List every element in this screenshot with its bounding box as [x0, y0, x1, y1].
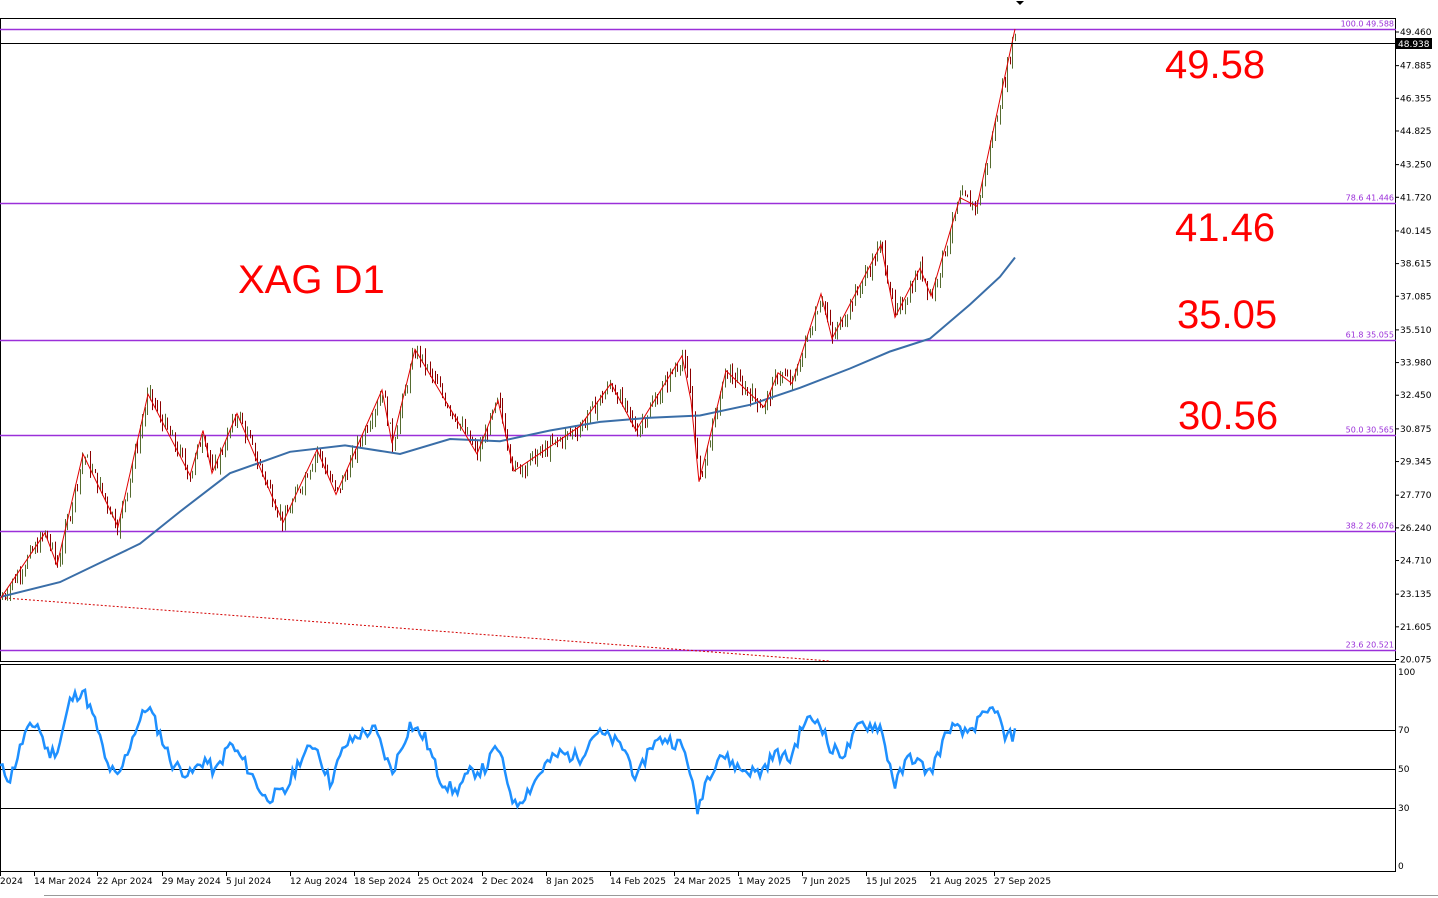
dotted-trend-line	[4, 597, 831, 662]
fib-label-2: 61.8 35.055	[1346, 331, 1394, 340]
osc-tick-bg	[1396, 802, 1410, 813]
y-tick-label: 35.510	[1400, 326, 1432, 336]
y-tick-label: 32.450	[1400, 391, 1432, 401]
x-tick-label: 25 Oct 2024	[418, 877, 474, 887]
moving-average	[0, 256, 1016, 598]
oscillator-panel: 100 70 50 30 0	[0, 668, 1415, 872]
annotation-30-56: 30.56	[1178, 394, 1278, 438]
zigzag-polyline	[0, 28, 1016, 600]
price-axis: 49.460 47.885 46.355 44.825 43.250 41.720 40.1…	[1395, 28, 1432, 666]
osc-tick-label: 50	[1398, 765, 1410, 775]
y-tick-label: 21.605	[1400, 623, 1432, 633]
x-tick-label: 27 Sep 2025	[994, 877, 1051, 887]
y-tick-label: 44.825	[1400, 127, 1432, 137]
candlesticks	[2, 33, 1016, 602]
fib-label-1: 78.6 41.446	[1346, 194, 1394, 203]
y-tick-label: 20.075	[1400, 656, 1432, 666]
last-bar-marker-icon	[1016, 1, 1024, 5]
y-tick-label: 40.145	[1400, 227, 1432, 237]
dotted-trendline	[4, 597, 831, 662]
fib-label-3: 50.0 30.565	[1346, 426, 1394, 435]
moving-average-line	[0, 256, 1016, 598]
y-tick-label: 27.770	[1400, 491, 1432, 501]
x-tick-label: 21 Aug 2025	[930, 877, 988, 887]
y-tick-label: 46.355	[1400, 94, 1432, 104]
x-tick-label: 14 Mar 2024	[34, 877, 91, 887]
oscillator-panel-frame	[0, 664, 1396, 872]
y-tick-label: 33.980	[1400, 359, 1432, 369]
x-tick-label: 8 Jan 2025	[546, 877, 594, 887]
y-tick-label: 24.710	[1400, 557, 1432, 567]
osc-tick-label: 100	[1398, 668, 1415, 678]
x-tick-label: 29 May 2024	[162, 877, 221, 887]
y-tick-label: 49.460	[1400, 28, 1432, 38]
x-tick-label: 7 Jun 2025	[802, 877, 850, 887]
oscillator-line	[0, 687, 1017, 815]
y-tick-label: 37.085	[1400, 292, 1432, 302]
fib-label-4: 38.2 26.076	[1346, 522, 1394, 531]
osc-tick-label: 0	[1398, 862, 1404, 872]
time-axis: 2024 14 Mar 2024 22 Apr 2024 29 May 2024 5 J…	[0, 872, 1051, 887]
current-price-box	[1396, 38, 1432, 49]
y-tick-label: 43.250	[1400, 161, 1432, 171]
x-tick-label: 2 Dec 2024	[482, 877, 534, 887]
y-tick-label: 30.875	[1400, 425, 1432, 435]
annotation-35-05: 35.05	[1177, 293, 1277, 337]
current-price-label: 48.938	[1398, 40, 1430, 50]
osc-tick-label: 70	[1398, 726, 1410, 736]
y-tick-label: 23.135	[1400, 590, 1432, 600]
x-tick-label: 1 May 2025	[738, 877, 791, 887]
fibonacci-levels: 100.0 49.588 78.6 41.446 61.8 35.055 50.0 3…	[0, 20, 1396, 652]
y-tick-label: 47.885	[1400, 62, 1432, 72]
x-tick-label: 15 Jul 2025	[866, 877, 917, 887]
x-tick-label: 2024	[0, 877, 23, 887]
annotation-41-46: 41.46	[1175, 206, 1275, 250]
osc-tick-bg	[1396, 764, 1410, 774]
fib-label-0: 100.0 49.588	[1341, 20, 1394, 29]
x-tick-label: 22 Apr 2024	[97, 877, 153, 887]
osc-tick-bg	[1396, 725, 1410, 736]
chart-title: XAG D1	[238, 258, 385, 302]
y-tick-label: 29.345	[1400, 458, 1432, 468]
fib-label-5: 23.6 20.521	[1346, 641, 1394, 650]
x-tick-label: 24 Mar 2025	[674, 877, 731, 887]
zigzag-line	[0, 28, 1016, 600]
x-tick-label: 5 Jul 2024	[226, 877, 271, 887]
y-tick-label: 38.615	[1400, 260, 1432, 270]
osc-tick-label: 30	[1398, 804, 1410, 814]
y-tick-label: 41.720	[1400, 193, 1432, 203]
annotation-49-58: 49.58	[1165, 43, 1265, 87]
x-tick-label: 12 Aug 2024	[290, 877, 348, 887]
y-tick-label: 26.240	[1400, 524, 1432, 534]
x-tick-label: 18 Sep 2024	[354, 877, 411, 887]
x-tick-label: 14 Feb 2025	[610, 877, 666, 887]
